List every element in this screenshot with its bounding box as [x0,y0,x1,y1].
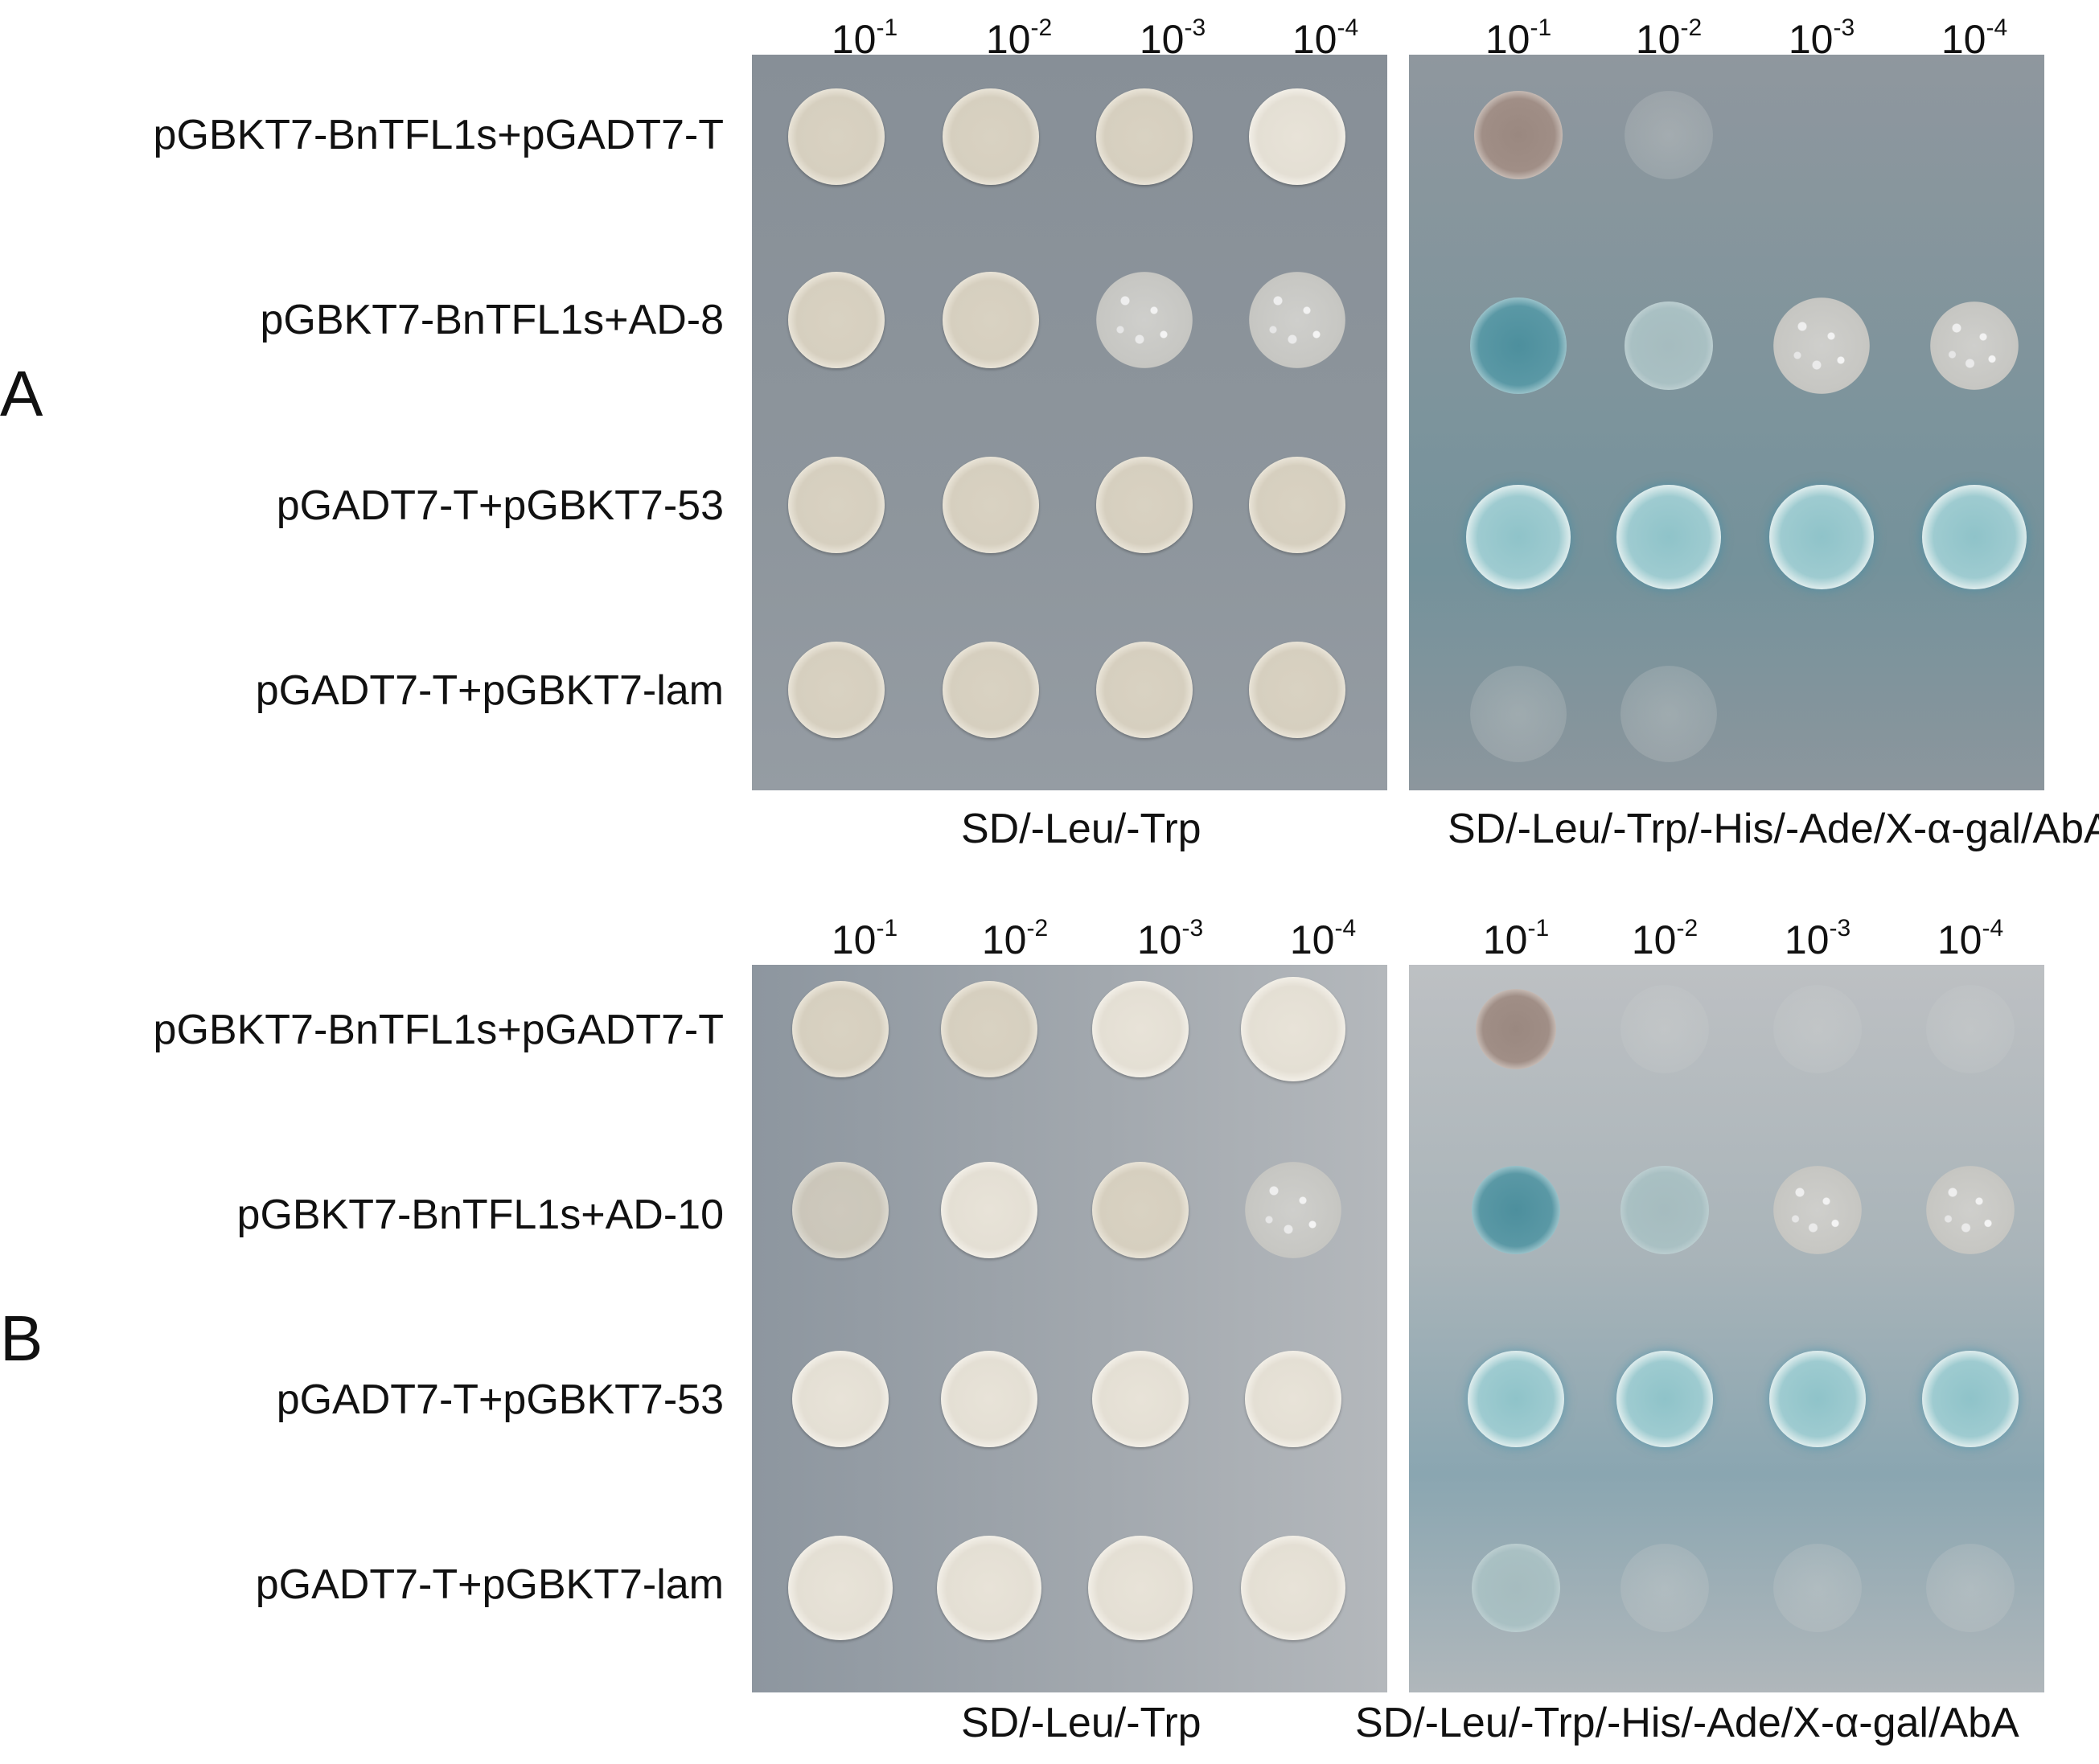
colony [1249,88,1345,185]
colony [943,88,1039,185]
row-label: pGADT7-T+pGBKT7-lam [255,1561,724,1608]
colony [943,457,1039,553]
dilution-label: 10-4 [1937,915,2004,962]
colony [1096,642,1193,738]
colony [1476,989,1556,1069]
colony [1092,981,1189,1077]
colony [1769,1351,1866,1447]
row-label: pGBKT7-BnTFL1s+pGADT7-T [153,1007,724,1053]
colony [1773,1166,1862,1254]
colony [1241,1536,1345,1640]
colony [1620,666,1717,762]
colony [1616,485,1721,589]
medium-label-right: SD/-Leu/-Trp/-His/-Ade/X-α-gal/AbA [1355,1700,2019,1746]
colony [1620,1166,1709,1254]
colony [1249,642,1345,738]
dilution-label: 10-2 [1635,14,1703,62]
colony [1249,272,1345,368]
colony [1620,985,1709,1073]
colony [1922,485,2027,589]
dilution-label: 10-2 [1631,915,1699,962]
colony [1096,272,1193,368]
dilution-label: 10-4 [1292,14,1359,62]
colony [1241,977,1345,1081]
colony [1922,1351,2019,1447]
colony [1466,485,1571,589]
agar-plate-left [752,55,1387,790]
colony [941,981,1037,1077]
colony [1096,457,1193,553]
dilution-label: 10-1 [1482,915,1550,962]
colony [1249,457,1345,553]
colony [1625,302,1713,390]
colony [943,642,1039,738]
dilution-label: 10-1 [831,915,898,962]
colony [1468,1351,1564,1447]
dilution-label: 10-4 [1941,14,2008,62]
row-label: pGADT7-T+pGBKT7-53 [276,482,724,529]
colony [941,1351,1037,1447]
colony [943,272,1039,368]
colony [1773,1544,1862,1632]
colony [788,88,885,185]
medium-label-left: SD/-Leu/-Trp [961,806,1201,852]
dilution-label: 10-4 [1289,915,1357,962]
panel-letter: A [0,358,43,429]
colony [788,1536,893,1640]
medium-label-left: SD/-Leu/-Trp [961,1700,1201,1746]
colony [1470,666,1567,762]
dilution-label: 10-2 [985,14,1053,62]
panel-a: A 10-1 10-2 10-3 10-4 10-1 10-2 10-3 10-… [0,0,2099,876]
row-label: pGBKT7-BnTFL1s+AD-10 [236,1192,724,1238]
colony [792,1162,889,1258]
colony [1769,485,1874,589]
colony [1926,1544,2015,1632]
colony [788,457,885,553]
dilution-label: 10-3 [1788,14,1855,62]
colony [937,1536,1041,1640]
colony [1773,985,1862,1073]
colony [941,1162,1037,1258]
colony [1096,88,1193,185]
colony [1930,302,2019,390]
colony [1092,1351,1189,1447]
colony [1088,1536,1193,1640]
colony [1625,91,1713,179]
dilution-label: 10-1 [1485,14,1552,62]
colony [1926,985,2015,1073]
colony [1245,1351,1341,1447]
colony [1472,1166,1560,1254]
colony [792,981,889,1077]
panel-letter: B [0,1302,43,1374]
colony [1470,297,1567,394]
agar-plate-right [1409,965,2044,1692]
row-label: pGBKT7-BnTFL1s+pGADT7-T [153,112,724,158]
colony [788,642,885,738]
colony [1472,1544,1560,1632]
panel-b: B 10-1 10-2 10-3 10-4 10-1 10-2 10-3 10-… [0,888,2099,1764]
colony [1620,1544,1709,1632]
colony [792,1351,889,1447]
colony [1926,1166,2015,1254]
colony [788,272,885,368]
agar-plate-right [1409,55,2044,790]
dilution-label: 10-2 [981,915,1049,962]
dilution-label: 10-3 [1139,14,1206,62]
colony [1474,91,1563,179]
dilution-label: 10-1 [831,14,898,62]
row-label: pGADT7-T+pGBKT7-53 [276,1376,724,1423]
colony [1092,1162,1189,1258]
dilution-label: 10-3 [1136,915,1204,962]
agar-plate-left [752,965,1387,1692]
colony [1245,1162,1341,1258]
colony [1773,297,1870,394]
dilution-label: 10-3 [1784,915,1851,962]
row-label: pGBKT7-BnTFL1s+AD-8 [260,297,724,343]
colony [1616,1351,1713,1447]
row-label: pGADT7-T+pGBKT7-lam [255,667,724,714]
medium-label-right: SD/-Leu/-Trp/-His/-Ade/X-α-gal/AbA [1448,806,2099,852]
